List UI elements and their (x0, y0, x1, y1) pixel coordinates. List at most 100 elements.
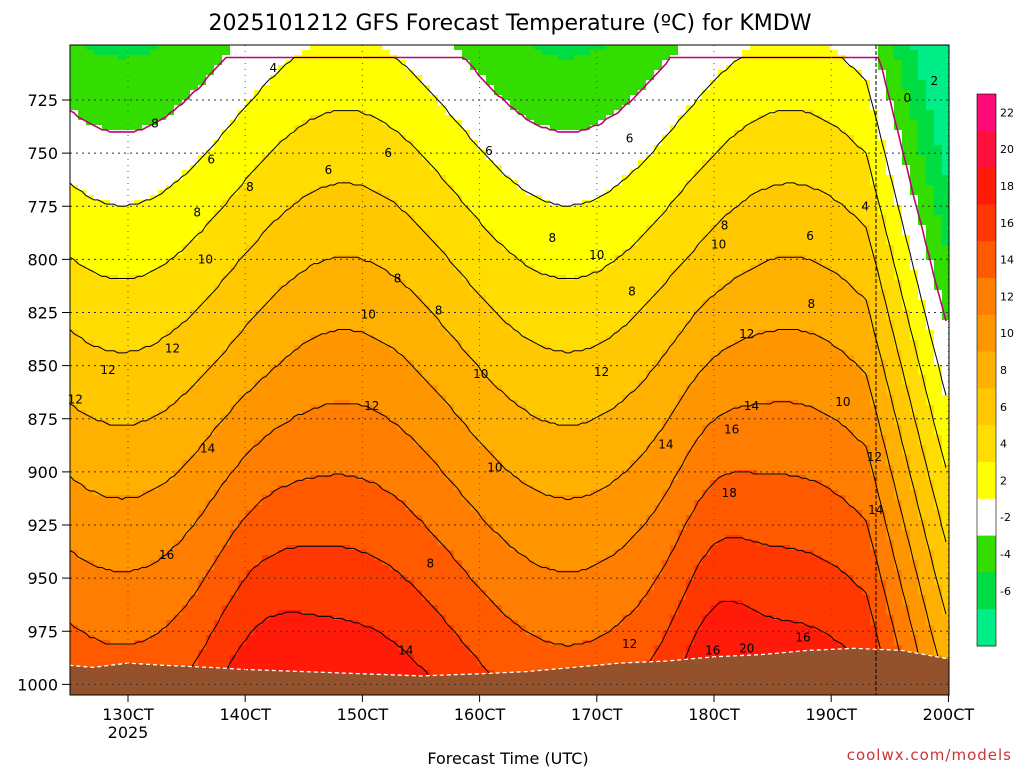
temperature-cell (150, 50, 159, 56)
temperature-cell (126, 340, 135, 346)
temperature-cell (86, 435, 95, 441)
temperature-cell (334, 510, 343, 516)
temperature-cell (318, 195, 327, 201)
temperature-cell (142, 630, 151, 636)
temperature-cell (350, 575, 359, 581)
temperature-cell (302, 665, 311, 671)
temperature-cell (166, 275, 175, 281)
temperature-cell (118, 495, 127, 501)
temperature-cell (374, 75, 383, 81)
temperature-cell (142, 625, 151, 631)
temperature-cell (78, 380, 87, 386)
temperature-cell (126, 210, 135, 216)
temperature-cell (334, 365, 343, 371)
temperature-cell (318, 500, 327, 506)
temperature-cell (206, 70, 215, 76)
temperature-cell (238, 440, 247, 446)
temperature-cell (238, 120, 247, 126)
temperature-cell (294, 645, 303, 651)
temperature-cell (222, 455, 231, 461)
temperature-cell (134, 60, 143, 66)
temperature-cell (238, 145, 247, 151)
temperature-cell (150, 375, 159, 381)
temperature-cell (342, 320, 351, 326)
temperature-cell (174, 100, 183, 106)
temperature-cell (110, 400, 119, 406)
temperature-cell (230, 440, 239, 446)
temperature-cell (142, 585, 151, 591)
temperature-cell (94, 85, 103, 91)
temperature-cell (206, 285, 215, 291)
temperature-cell (190, 150, 199, 156)
temperature-cell (350, 500, 359, 506)
temperature-cell (174, 485, 183, 491)
temperature-cell (334, 150, 343, 156)
temperature-cell (222, 445, 231, 451)
temperature-cell (102, 625, 111, 631)
temperature-cell (270, 625, 279, 631)
temperature-cell (166, 660, 175, 666)
temperature-cell (334, 110, 343, 116)
temperature-cell (326, 105, 335, 111)
temperature-cell (262, 410, 271, 416)
temperature-cell (246, 255, 255, 261)
temperature-cell (286, 385, 295, 391)
temperature-cell (182, 160, 191, 166)
temperature-cell (270, 630, 279, 636)
temperature-cell (366, 490, 375, 496)
temperature-cell (230, 295, 239, 301)
temperature-cell (142, 260, 151, 266)
temperature-cell (134, 220, 143, 226)
temperature-cell (86, 590, 95, 596)
temperature-cell (110, 440, 119, 446)
temperature-cell (94, 65, 103, 71)
temperature-cell (150, 65, 159, 71)
temperature-cell (206, 550, 215, 556)
temperature-cell (286, 415, 295, 421)
temperature-cell (230, 285, 239, 291)
temperature-cell (70, 170, 79, 176)
temperature-cell (350, 390, 359, 396)
temperature-cell (134, 330, 143, 336)
temperature-cell (262, 645, 271, 651)
temperature-cell (190, 155, 199, 161)
temperature-cell (366, 260, 375, 266)
temperature-cell (142, 600, 151, 606)
temperature-cell (134, 190, 143, 196)
temperature-cell (230, 240, 239, 246)
temperature-cell (326, 615, 335, 621)
temperature-cell (350, 650, 359, 656)
temperature-cell (206, 370, 215, 376)
temperature-cell (150, 350, 159, 356)
temperature-cell (334, 225, 343, 231)
temperature-cell (294, 540, 303, 546)
temperature-cell (174, 550, 183, 556)
temperature-cell (270, 50, 279, 56)
temperature-cell (350, 460, 359, 466)
temperature-cell (254, 565, 263, 571)
temperature-cell (294, 65, 303, 71)
temperature-cell (286, 190, 295, 196)
temperature-cell (78, 605, 87, 611)
temperature-cell (102, 70, 111, 76)
temperature-cell (262, 50, 271, 56)
temperature-cell (94, 540, 103, 546)
temperature-cell (134, 650, 143, 656)
temperature-cell (142, 450, 151, 456)
temperature-cell (150, 160, 159, 166)
temperature-cell (198, 95, 207, 101)
temperature-cell (166, 480, 175, 486)
temperature-cell (318, 210, 327, 216)
temperature-cell (126, 365, 135, 371)
temperature-cell (278, 205, 287, 211)
temperature-cell (310, 220, 319, 226)
temperature-cell (358, 305, 367, 311)
temperature-cell (174, 340, 183, 346)
temperature-cell (110, 510, 119, 516)
temperature-cell (158, 220, 167, 226)
temperature-cell (230, 165, 239, 171)
temperature-cell (78, 660, 87, 666)
temperature-cell (150, 640, 159, 646)
temperature-cell (70, 540, 79, 546)
temperature-cell (150, 295, 159, 301)
